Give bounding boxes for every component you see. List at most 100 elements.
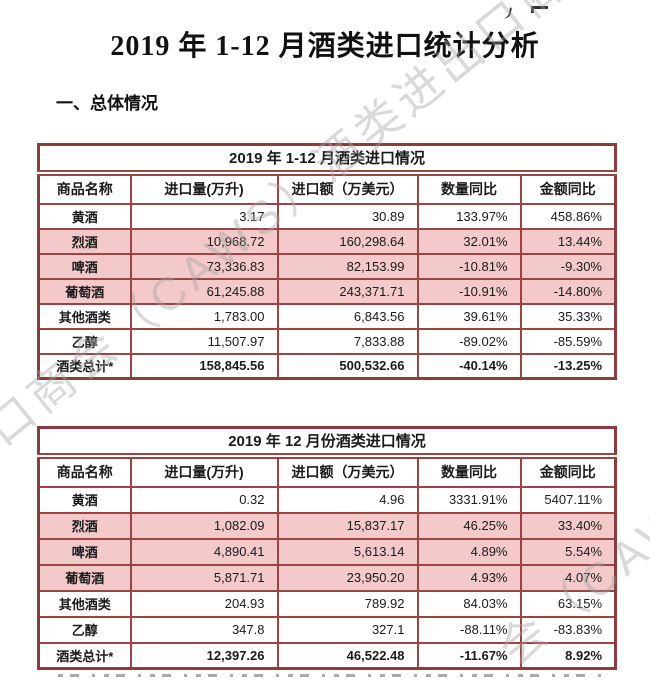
december-import-table: 2019 年 12 月份酒类进口情况 商品名称 进口量(万升) 进口额（万美元）… <box>37 426 618 670</box>
amount-yoy-cell: 8.92% <box>519 641 617 670</box>
import-value-cell: 789.92 <box>276 589 419 618</box>
column-header-product-name: 商品名称 <box>37 169 132 205</box>
table-row: 葡萄酒 5,871.71 23,950.20 4.93% 4.07% <box>37 563 617 592</box>
amount-yoy-cell: -13.25% <box>519 352 617 380</box>
product-name-cell: 乙醇 <box>37 615 132 644</box>
quantity-yoy-cell: -11.67% <box>416 641 522 670</box>
table-row: 啤酒 73,336.83 82,153.99 -10.81% -9.30% <box>37 252 617 280</box>
table-row: 乙醇 11,507.97 7,833.88 -89.02% -85.59% <box>37 327 617 355</box>
annual-import-table: 2019 年 1-12 月酒类进口情况 商品名称 进口量(万升) 进口额（万美元… <box>37 143 617 380</box>
table-row: 烈酒 1,082.09 15,837.17 46.25% 33.40% <box>37 511 617 540</box>
product-name-cell: 烈酒 <box>37 511 132 540</box>
quantity-yoy-cell: 84.03% <box>416 589 522 618</box>
quantity-yoy-cell: 4.89% <box>416 537 522 566</box>
table-row: 啤酒 4,890.41 5,613.14 4.89% 5.54% <box>37 537 617 566</box>
product-name-cell: 啤酒 <box>37 537 132 566</box>
table-total-row: 酒类总计* 158,845.56 500,532.66 -40.14% -13.… <box>37 352 617 380</box>
import-value-cell: 23,950.20 <box>276 563 419 592</box>
import-volume-cell: 10,968.72 <box>129 227 279 255</box>
import-value-cell: 46,522.48 <box>276 641 419 670</box>
import-volume-cell: 5,871.71 <box>129 563 279 592</box>
table-row: 黄酒 0.32 4.96 3331.91% 5407.11% <box>37 485 617 514</box>
import-volume-cell: 11,507.97 <box>129 327 279 355</box>
table-caption: 2019 年 12 月份酒类进口情况 <box>37 426 617 457</box>
column-header-import-value: 进口额（万美元） <box>276 452 419 488</box>
table-row: 黄酒 3.17 30.89 133.97% 458.86% <box>37 202 617 230</box>
column-header-import-volume: 进口量(万升) <box>129 452 279 488</box>
amount-yoy-cell: 4.07% <box>519 563 617 592</box>
column-header-quantity-yoy: 数量同比 <box>416 452 522 488</box>
import-value-cell: 82,153.99 <box>276 252 419 280</box>
import-volume-cell: 1,082.09 <box>129 511 279 540</box>
product-name-cell: 葡萄酒 <box>37 277 132 305</box>
quantity-yoy-cell: 32.01% <box>416 227 522 255</box>
page-title: 2019 年 1-12 月酒类进口统计分析 <box>110 31 540 62</box>
table-row: 烈酒 10,968.72 160,298.64 32.01% 13.44% <box>37 227 617 255</box>
import-volume-cell: 347.8 <box>129 615 279 644</box>
table-row: 其他酒类 204.93 789.92 84.03% 63.15% <box>37 589 617 618</box>
import-value-cell: 30.89 <box>276 202 419 230</box>
import-value-cell: 6,843.56 <box>276 302 419 330</box>
import-volume-cell: 61,245.88 <box>129 277 279 305</box>
product-name-cell: 黄酒 <box>37 202 132 230</box>
column-header-product-name: 商品名称 <box>37 452 132 488</box>
product-name-cell: 其他酒类 <box>37 302 132 330</box>
column-header-import-value: 进口额（万美元） <box>276 169 419 205</box>
product-name-cell: 酒类总计* <box>37 352 132 380</box>
column-header-import-volume: 进口量(万升) <box>129 169 279 205</box>
import-volume-cell: 158,845.56 <box>129 352 279 380</box>
amount-yoy-cell: -9.30% <box>519 252 617 280</box>
product-name-cell: 酒类总计* <box>37 641 132 670</box>
product-name-cell: 啤酒 <box>37 252 132 280</box>
import-volume-cell: 12,397.26 <box>129 641 279 670</box>
table-total-row: 酒类总计* 12,397.26 46,522.48 -11.67% 8.92% <box>37 641 617 670</box>
quantity-yoy-cell: 4.93% <box>416 563 522 592</box>
quantity-yoy-cell: -10.81% <box>416 252 522 280</box>
amount-yoy-cell: 5.54% <box>519 537 617 566</box>
product-name-cell: 葡萄酒 <box>37 563 132 592</box>
import-volume-cell: 204.93 <box>129 589 279 618</box>
quantity-yoy-cell: 39.61% <box>416 302 522 330</box>
quantity-yoy-cell: -10.91% <box>416 277 522 305</box>
table-header-row: 商品名称 进口量(万升) 进口额（万美元） 数量同比 金额同比 <box>37 169 617 205</box>
amount-yoy-cell: 458.86% <box>519 202 617 230</box>
quantity-yoy-cell: 3331.91% <box>416 485 522 514</box>
stray-horizontal-bar-mark <box>531 6 548 9</box>
product-name-cell: 烈酒 <box>37 227 132 255</box>
amount-yoy-cell: 35.33% <box>519 302 617 330</box>
column-header-amount-yoy: 金额同比 <box>519 452 617 488</box>
table-caption-row: 2019 年 12 月份酒类进口情况 <box>37 426 617 457</box>
import-value-cell: 4.96 <box>276 485 419 514</box>
footnote-illegible-line <box>58 674 610 677</box>
table-caption-row: 2019 年 1-12 月酒类进口情况 <box>37 143 617 174</box>
quantity-yoy-cell: 46.25% <box>416 511 522 540</box>
amount-yoy-cell: 33.40% <box>519 511 617 540</box>
table-caption: 2019 年 1-12 月酒类进口情况 <box>37 143 617 174</box>
amount-yoy-cell: -83.83% <box>519 615 617 644</box>
import-value-cell: 327.1 <box>276 615 419 644</box>
stray-tick-mark <box>531 8 534 13</box>
import-volume-cell: 0.32 <box>129 485 279 514</box>
section-heading: 一、总体情况 <box>56 94 158 113</box>
quantity-yoy-cell: -88.11% <box>416 615 522 644</box>
quantity-yoy-cell: 133.97% <box>416 202 522 230</box>
product-name-cell: 黄酒 <box>37 485 132 514</box>
amount-yoy-cell: -14.80% <box>519 277 617 305</box>
import-value-cell: 7,833.88 <box>276 327 419 355</box>
table-row: 葡萄酒 61,245.88 243,371.71 -10.91% -14.80% <box>37 277 617 305</box>
quantity-yoy-cell: -40.14% <box>416 352 522 380</box>
import-volume-cell: 3.17 <box>129 202 279 230</box>
import-volume-cell: 1,783.00 <box>129 302 279 330</box>
column-header-amount-yoy: 金额同比 <box>519 169 617 205</box>
table-row: 其他酒类 1,783.00 6,843.56 39.61% 35.33% <box>37 302 617 330</box>
quantity-yoy-cell: -89.02% <box>416 327 522 355</box>
stray-cropped-glyph-mark <box>503 6 512 20</box>
import-value-cell: 243,371.71 <box>276 277 419 305</box>
import-value-cell: 15,837.17 <box>276 511 419 540</box>
table-header-row: 商品名称 进口量(万升) 进口额（万美元） 数量同比 金额同比 <box>37 452 617 488</box>
column-header-quantity-yoy: 数量同比 <box>416 169 522 205</box>
amount-yoy-cell: -85.59% <box>519 327 617 355</box>
import-volume-cell: 73,336.83 <box>129 252 279 280</box>
import-volume-cell: 4,890.41 <box>129 537 279 566</box>
